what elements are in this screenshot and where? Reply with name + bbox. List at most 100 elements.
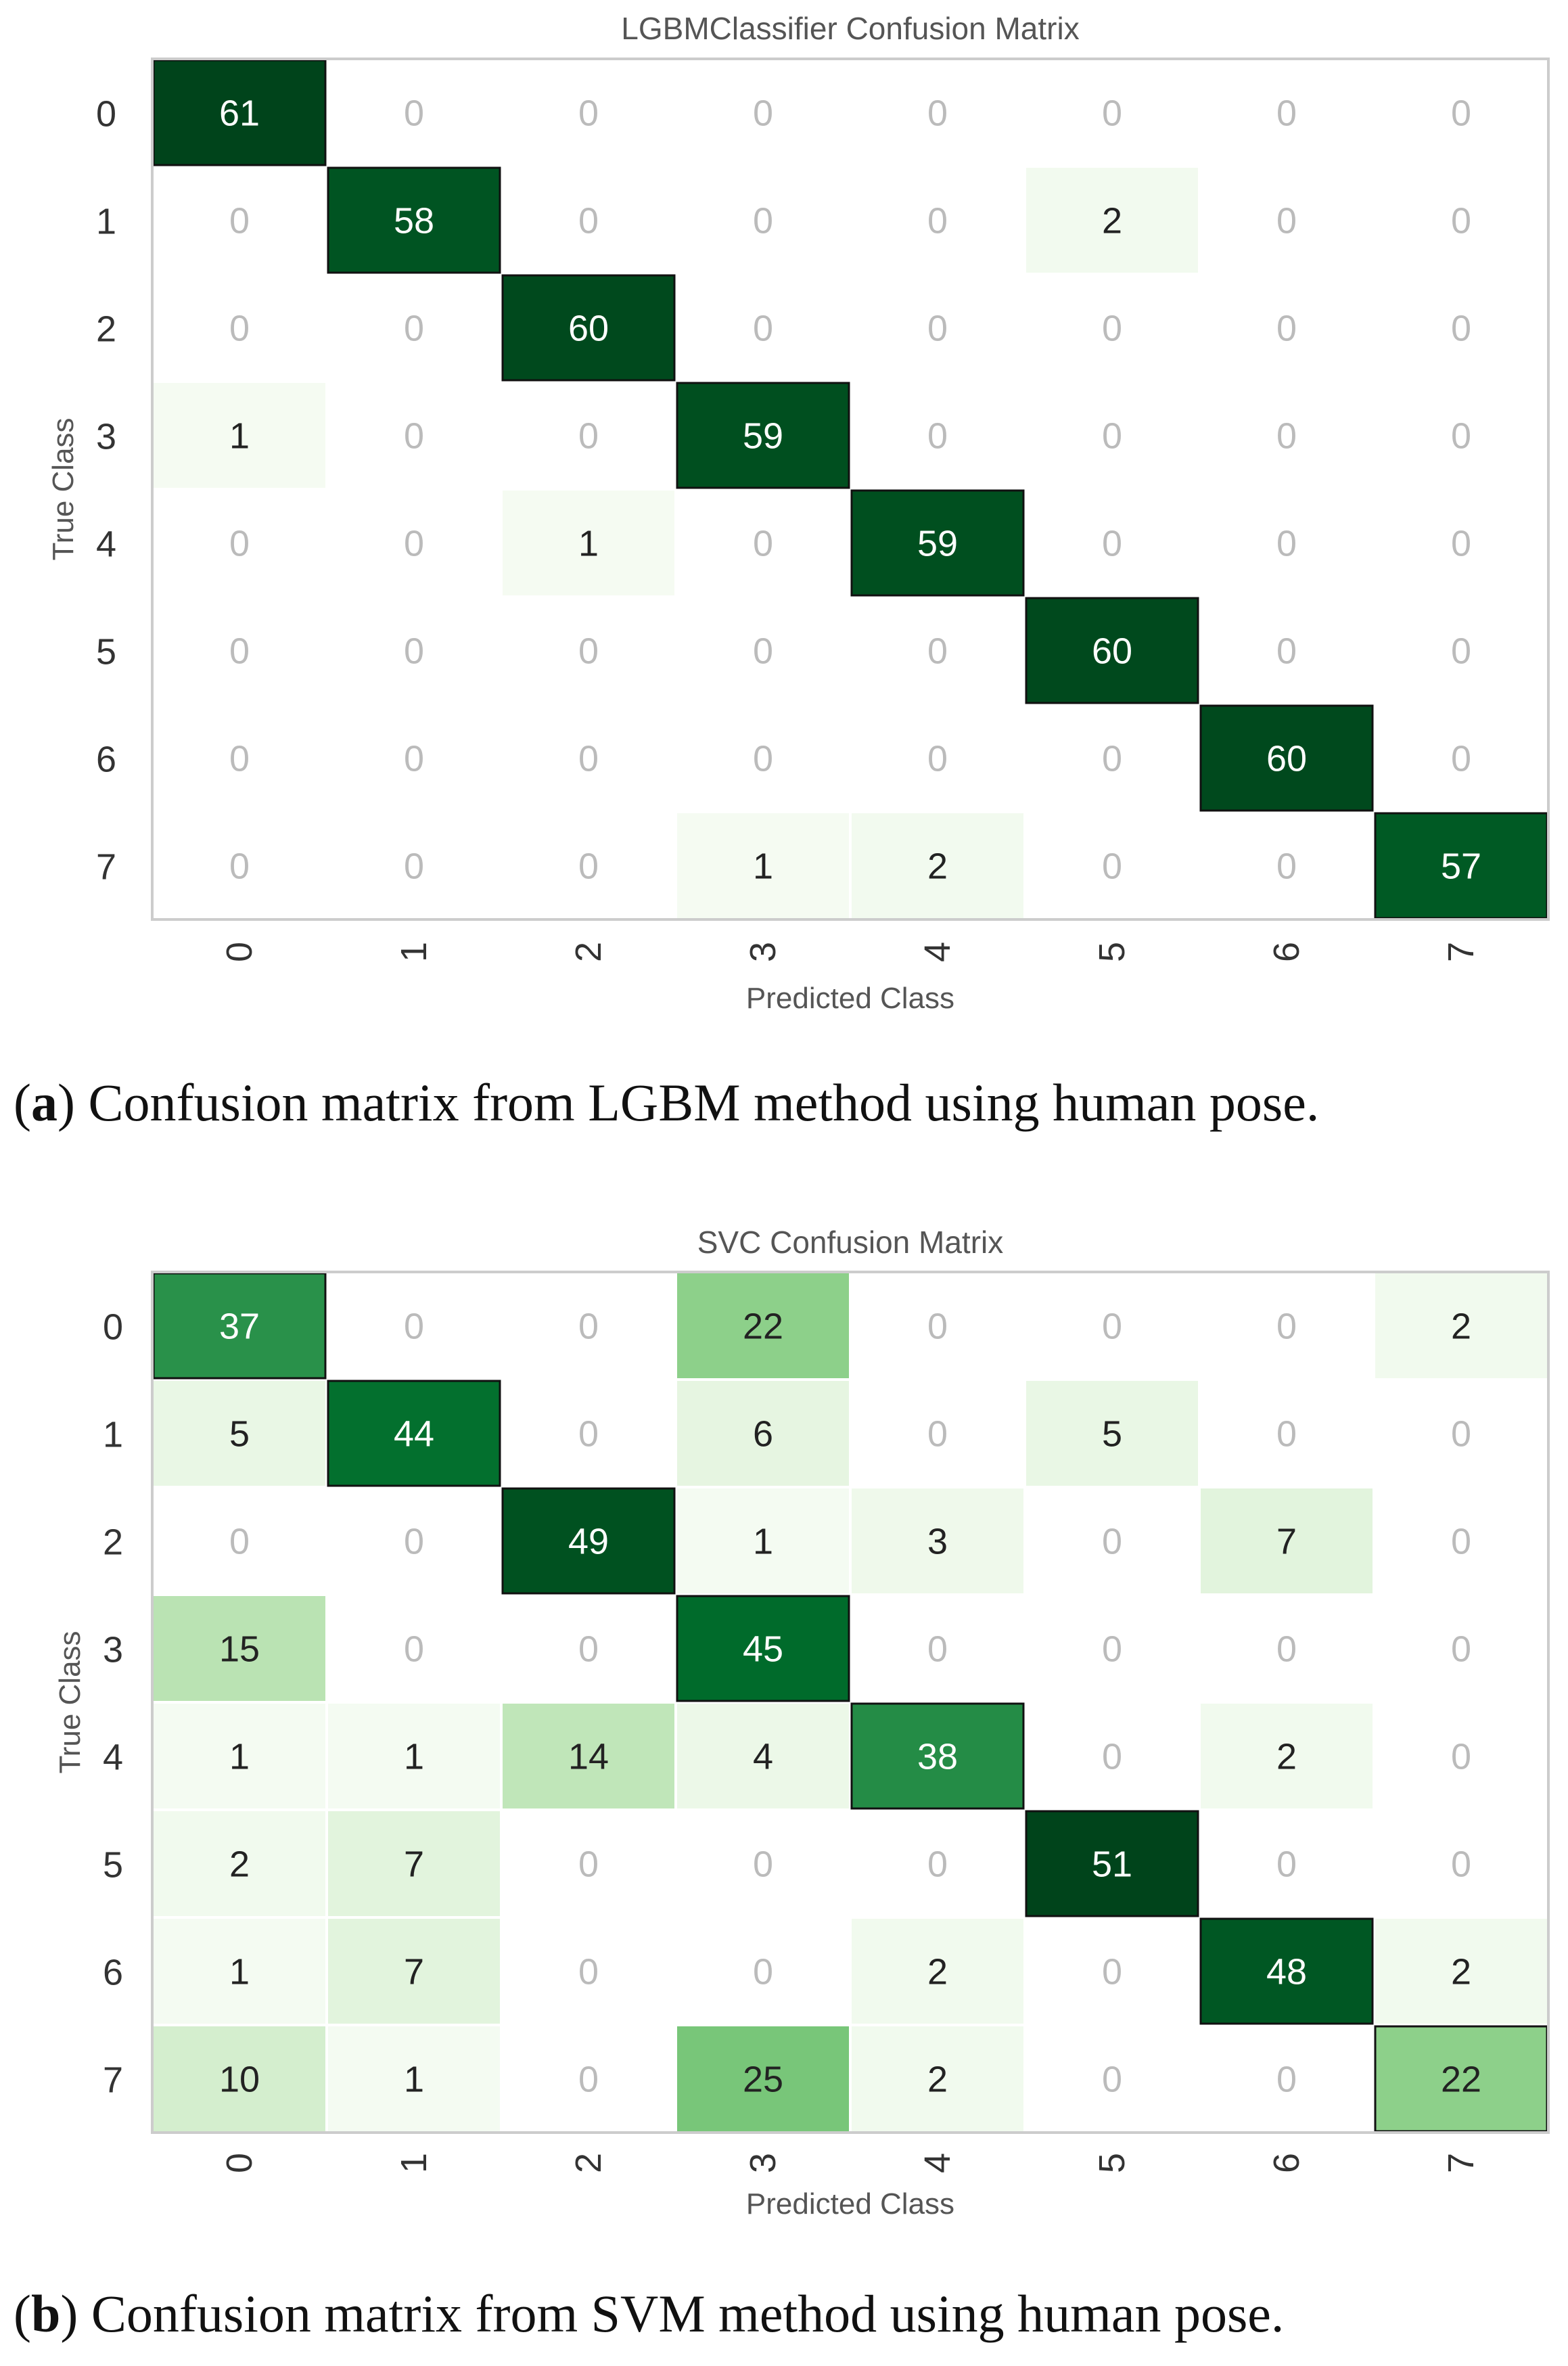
cell-value-r6-c0: 1	[229, 1952, 250, 1993]
cell-r6-c0	[154, 1919, 325, 2024]
cell-value-r7-c7: 57	[1441, 846, 1481, 887]
cell-value-r4-c4: 38	[917, 1737, 958, 1777]
x-tick-6: 6	[1266, 942, 1307, 962]
cell-value-r4-c2: 14	[568, 1737, 609, 1777]
cell-r1-c2	[503, 1381, 674, 1486]
cell-r4-c3	[677, 1704, 849, 1808]
cell-r7-c4	[852, 813, 1023, 918]
cell-r0-c4	[852, 1273, 1023, 1378]
cell-value-r2-c0: 0	[229, 309, 250, 349]
cell-value-r5-c4: 0	[927, 631, 948, 672]
cell-value-r2-c2: 60	[568, 309, 609, 349]
cell-value-r0-c2: 0	[578, 1306, 599, 1347]
cell-value-r4-c5: 0	[1102, 1737, 1122, 1777]
cell-r3-c5	[1026, 383, 1198, 488]
cell-value-r7-c3: 25	[743, 2060, 783, 2100]
cell-value-r7-c2: 0	[578, 2060, 599, 2100]
cell-value-r2-c4: 3	[927, 1522, 948, 1562]
cell-r4-c6	[1201, 491, 1373, 595]
cell-r2-c7	[1375, 1488, 1547, 1593]
cell-r0-c0	[152, 59, 327, 166]
cell-value-r4-c7: 0	[1451, 1737, 1471, 1777]
cell-value-r1-c5: 5	[1102, 1414, 1122, 1455]
caption-b-letter: b	[30, 2284, 61, 2343]
cell-r3-c4	[852, 1596, 1023, 1701]
cell-value-r5-c0: 2	[229, 1844, 250, 1885]
cell-r3-c7	[1375, 383, 1547, 488]
cell-r6-c5	[1026, 706, 1198, 811]
cell-r2-c0	[154, 1488, 325, 1593]
y-tick-7: 7	[103, 2060, 123, 2101]
cell-value-r0-c4: 0	[927, 1306, 948, 1347]
cell-value-r6-c1: 0	[404, 739, 424, 779]
cell-value-r5-c7: 0	[1451, 631, 1471, 672]
cell-r7-c5	[1026, 813, 1198, 918]
cell-r3-c1	[328, 383, 500, 488]
x-tick-5: 5	[1092, 2153, 1132, 2173]
cell-r0-c6	[1201, 1273, 1373, 1378]
cell-value-r1-c7: 0	[1451, 201, 1471, 242]
cell-value-r7-c7: 22	[1441, 2060, 1481, 2100]
cell-value-r6-c6: 60	[1266, 739, 1307, 779]
cell-value-r7-c5: 0	[1102, 846, 1122, 887]
cell-value-r3-c6: 0	[1276, 1629, 1297, 1670]
cell-r6-c3	[677, 1919, 849, 2024]
cell-r5-c6	[1201, 598, 1373, 703]
cell-value-r7-c5: 0	[1102, 2060, 1122, 2100]
cell-r2-c4	[852, 275, 1023, 380]
cell-r7-c3	[677, 2026, 849, 2131]
x-tick-2: 2	[568, 942, 609, 962]
cell-r5-c4	[852, 1811, 1023, 1916]
cell-value-r3-c3: 59	[743, 416, 783, 457]
cell-value-r2-c0: 0	[229, 1522, 250, 1562]
cell-value-r6-c1: 7	[404, 1952, 424, 1993]
cell-r1-c1	[327, 1380, 501, 1487]
cell-value-r6-c5: 0	[1102, 1952, 1122, 1993]
cell-value-r3-c0: 1	[229, 416, 250, 457]
cell-r0-c6	[1201, 60, 1373, 165]
caption-b: (b) Confusion matrix from SVM method usi…	[14, 2284, 1285, 2343]
cell-value-r5-c5: 51	[1092, 1844, 1132, 1885]
cell-value-r0-c7: 0	[1451, 93, 1471, 134]
cell-r3-c3	[676, 382, 850, 489]
cell-value-r4-c3: 4	[753, 1737, 773, 1777]
cell-r5-c1	[328, 598, 500, 703]
x-tick-3: 3	[743, 2153, 783, 2173]
cell-value-r1-c7: 0	[1451, 1414, 1471, 1455]
cell-r3-c5	[1026, 1596, 1198, 1701]
cell-value-r5-c6: 0	[1276, 1844, 1297, 1885]
cell-r2-c6	[1201, 1488, 1373, 1593]
cell-value-r2-c6: 7	[1276, 1522, 1297, 1562]
cell-value-r0-c6: 0	[1276, 93, 1297, 134]
cell-r4-c6	[1201, 1704, 1373, 1808]
cell-value-r0-c5: 0	[1102, 1306, 1122, 1347]
cell-value-r0-c3: 22	[743, 1306, 783, 1347]
x-tick-1: 1	[394, 2153, 434, 2173]
cell-r0-c2	[503, 60, 674, 165]
cell-r1-c3	[677, 1381, 849, 1486]
cell-value-r4-c2: 1	[578, 524, 599, 564]
y-axis-label: True Class	[53, 1631, 87, 1773]
caption-b-text: Confusion matrix from SVM method using h…	[91, 2284, 1285, 2343]
y-tick-2: 2	[96, 309, 116, 350]
cell-value-r6-c7: 2	[1451, 1952, 1471, 1993]
cell-value-r5-c0: 0	[229, 631, 250, 672]
cell-r3-c6	[1201, 383, 1373, 488]
cell-value-r5-c1: 0	[404, 631, 424, 672]
cell-r7-c2	[503, 2026, 674, 2131]
cell-value-r7-c1: 1	[404, 2060, 424, 2100]
cell-r1-c4	[852, 1381, 1023, 1486]
cell-r7-c6	[1201, 813, 1373, 918]
cell-value-r4-c1: 0	[404, 524, 424, 564]
cell-r1-c6	[1201, 1381, 1373, 1486]
cell-value-r0-c0: 61	[219, 93, 260, 134]
lgbm-confusion-matrix: 61 0 0 0 0 0 0 00 58 0 0 0 2 0 00 0 60 0 0 0 0 01 0 0 59 0 0 0 00 0 1 0…	[47, 11, 1550, 1015]
cell-r1-c4	[852, 168, 1023, 273]
cell-value-r3-c6: 0	[1276, 416, 1297, 457]
y-tick-6: 6	[96, 740, 116, 780]
cell-value-r7-c3: 1	[753, 846, 773, 887]
y-axis-label: True Class	[47, 417, 80, 560]
cell-r6-c6	[1199, 704, 1374, 812]
cell-value-r1-c2: 0	[578, 201, 599, 242]
cell-value-r3-c7: 0	[1451, 416, 1471, 457]
